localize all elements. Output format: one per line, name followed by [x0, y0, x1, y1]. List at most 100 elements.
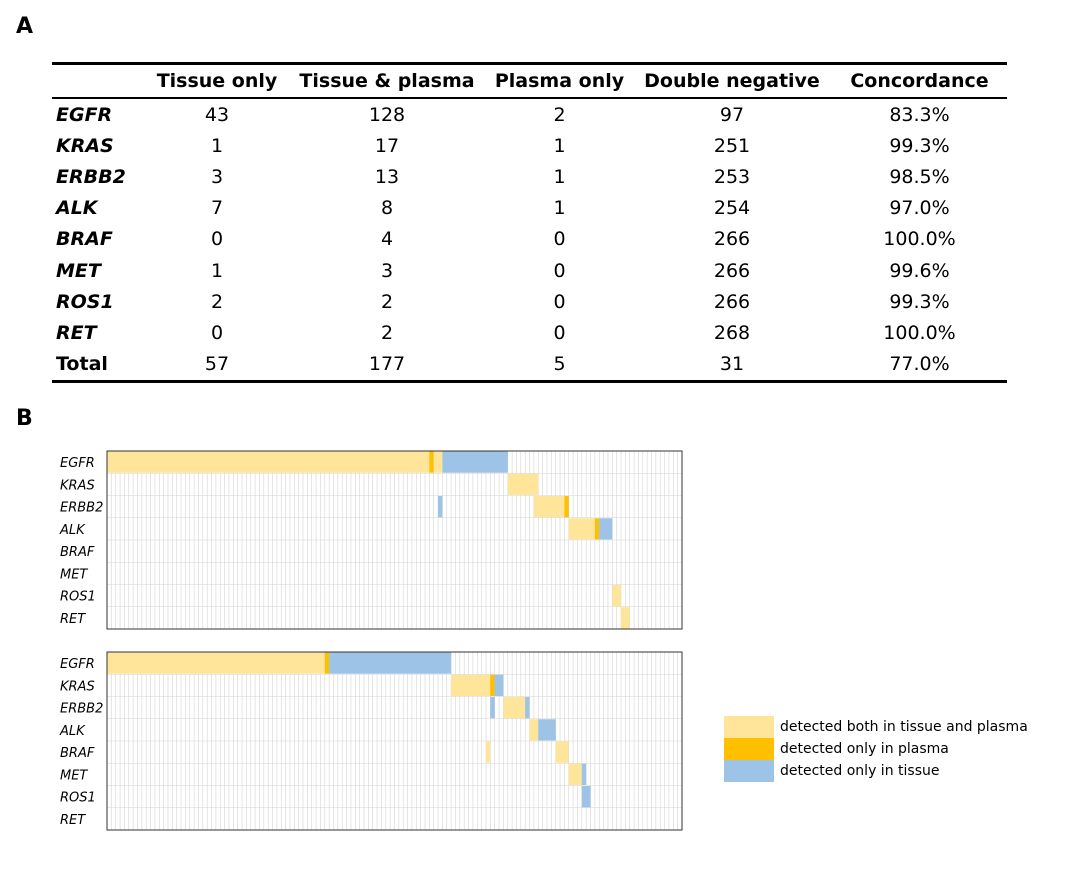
heatmap-row-label: ALK: [59, 523, 86, 538]
cell-plasma-only: 1: [553, 197, 566, 220]
cell-tissue-plasma: 3: [380, 259, 394, 282]
cell-tissue-only: 2: [210, 290, 224, 313]
legend-label-tissue: detected only in tissue: [780, 763, 940, 779]
heatmap-cell-both: [433, 451, 443, 473]
legend-swatch-tissue: [724, 760, 774, 782]
cell-concordance: 100.0%: [883, 228, 956, 251]
cell-tissue-only: 0: [210, 321, 224, 344]
cell-plasma-only: 0: [553, 228, 566, 251]
heatmap-cell-plasma: [594, 518, 600, 540]
cell-tissue-only: 57: [204, 353, 230, 376]
cell-tissue-plasma: 128: [368, 103, 406, 126]
cell-tissue-plasma: 13: [374, 165, 400, 188]
heatmap-cell-plasma: [564, 496, 569, 518]
cell-tissue-only: 1: [210, 259, 224, 282]
heatmap-row-label: RET: [60, 813, 86, 828]
legend-label-both: detected both in tissue and plasma: [780, 719, 1028, 735]
table-row: ROS1 2 2 0 266 99.3%: [52, 286, 1007, 317]
heatmap-cell-both: [107, 652, 325, 674]
heatmap-1: EGFR KRAS ERBB2 ALK BRAF MET ROS1 RET: [59, 450, 683, 630]
heatmap-row-label: BRAF: [60, 746, 95, 761]
heatmap-cell-tissue: [581, 763, 587, 785]
heatmap-cell-tissue: [538, 719, 556, 741]
cell-tissue-plasma: 2: [380, 321, 394, 344]
heatmap-cell-both: [612, 585, 622, 607]
cell-gene: Total: [56, 353, 108, 376]
table-row: ALK 7 8 1 254 97.0%: [52, 193, 1007, 224]
header-tissue-plasma: Tissue & plasma: [299, 70, 475, 92]
heatmap-cell-both: [503, 697, 526, 719]
cell-plasma-only: 5: [553, 353, 566, 376]
heatmap-cell-both: [451, 674, 491, 696]
heatmap-legend: detected both in tissue and plasma detec…: [724, 716, 1028, 782]
cell-gene: BRAF: [56, 228, 113, 251]
table-row: BRAF 0 4 0 266 100.0%: [52, 224, 1007, 255]
heatmap-cell-both: [555, 741, 569, 763]
cell-concordance: 99.6%: [889, 259, 950, 282]
cell-tissue-only: 43: [204, 103, 230, 126]
heatmap-row-label: ALK: [59, 724, 86, 739]
heatmap-cell-tissue: [494, 674, 504, 696]
cell-gene: ERBB2: [56, 165, 126, 188]
cell-double-negative: 251: [713, 134, 751, 157]
heatmap-cell-both: [568, 518, 595, 540]
legend-item-plasma: detected only in plasma: [724, 738, 1028, 760]
heatmap-cell-plasma: [490, 674, 495, 696]
heatmap-cell-tissue: [525, 697, 530, 719]
heatmap-cell-plasma: [429, 451, 434, 473]
legend-item-both: detected both in tissue and plasma: [724, 716, 1028, 738]
panel-b-label: B: [16, 406, 33, 431]
heatmap-row-label: ROS1: [60, 791, 96, 806]
heatmap-cell-both: [107, 451, 430, 473]
cell-gene: RET: [56, 321, 97, 344]
cell-concordance: 77.0%: [889, 353, 950, 376]
heatmap-row-label: MET: [60, 567, 88, 582]
heatmap-cell-tissue: [581, 786, 591, 808]
heatmap-row-label: ROS1: [60, 590, 96, 605]
concordance-table: Tissue only Tissue & plasma Plasma only …: [52, 62, 1007, 383]
cell-plasma-only: 0: [553, 259, 566, 282]
header-plasma-only: Plasma only: [494, 70, 625, 92]
panel-a-label: A: [16, 14, 34, 39]
table-row: Total 57 177 5 31 77.0%: [52, 349, 1007, 382]
heatmap-row-label: BRAF: [60, 545, 95, 560]
heatmap-cell-both: [621, 607, 630, 629]
cell-tissue-only: 7: [210, 197, 224, 220]
heatmap-cell-tissue: [329, 652, 452, 674]
header-tissue-only: Tissue only: [156, 70, 278, 92]
cell-double-negative: 97: [719, 103, 745, 126]
cell-plasma-only: 0: [553, 290, 566, 313]
cell-tissue-only: 1: [210, 134, 224, 157]
cell-double-negative: 268: [713, 321, 751, 344]
heatmap-cell-tissue: [442, 451, 508, 473]
cell-gene: ALK: [56, 197, 98, 220]
cell-double-negative: 31: [719, 353, 745, 376]
cell-double-negative: 266: [713, 228, 751, 251]
header-concordance: Concordance: [850, 70, 989, 92]
legend-swatch-both: [724, 716, 774, 738]
heatmap-row-label: EGFR: [60, 657, 95, 672]
heatmap-cell-plasma: [324, 652, 330, 674]
cell-tissue-only: 3: [210, 165, 224, 188]
table-row: EGFR 43 128 2 97 83.3%: [52, 98, 1007, 130]
heatmap-row-label: ERBB2: [60, 501, 103, 516]
cell-tissue-plasma: 8: [380, 197, 394, 220]
cell-concordance: 100.0%: [883, 321, 956, 344]
cell-double-negative: 253: [713, 165, 751, 188]
heatmap-row-label: KRAS: [60, 679, 95, 694]
table-row: MET 1 3 0 266 99.6%: [52, 255, 1007, 286]
cell-gene: ROS1: [56, 290, 114, 313]
heatmap-cell-both: [507, 473, 539, 495]
cell-concordance: 99.3%: [889, 134, 950, 157]
heatmap-cell-tissue: [490, 697, 495, 719]
legend-swatch-plasma: [724, 738, 774, 760]
heatmap-frame: [106, 450, 683, 630]
cell-tissue-plasma: 4: [380, 228, 394, 251]
cell-gene: EGFR: [56, 103, 113, 126]
table-row: ERBB2 3 13 1 253 98.5%: [52, 161, 1007, 192]
cell-gene: KRAS: [56, 134, 114, 157]
cell-double-negative: 266: [713, 290, 751, 313]
heatmap-2: EGFR KRAS ERBB2 ALK BRAF MET ROS1 RET: [59, 651, 683, 831]
legend-item-tissue: detected only in tissue: [724, 760, 1028, 782]
